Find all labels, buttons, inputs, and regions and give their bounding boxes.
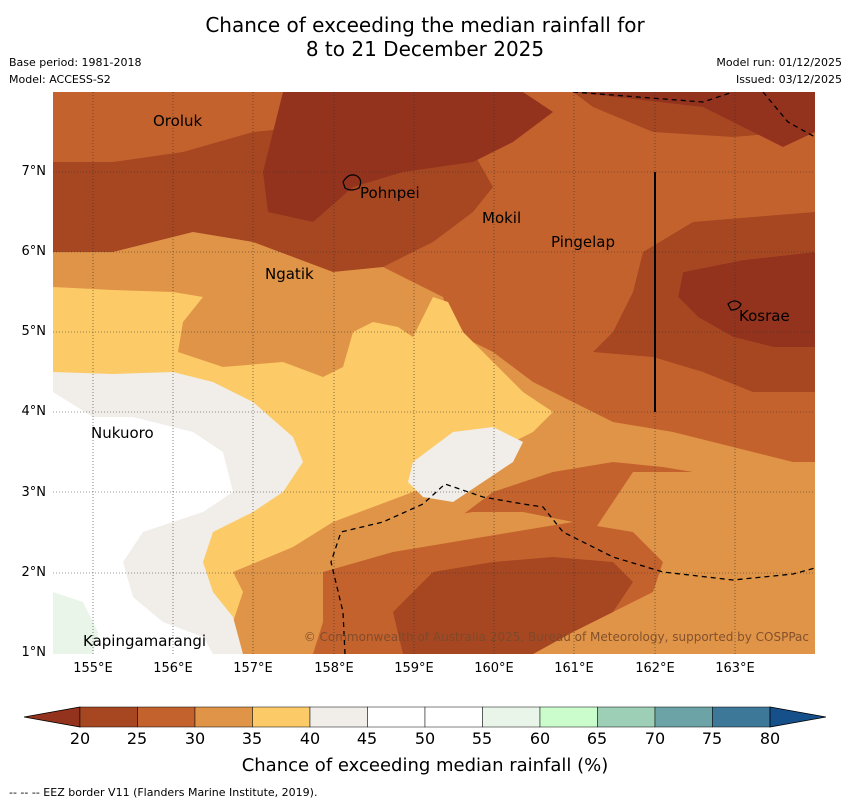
colorbar-tick: 25 xyxy=(126,729,148,748)
place-ngatik: Ngatik xyxy=(265,265,314,283)
place-nukuoro: Nukuoro xyxy=(91,424,154,442)
region-40-45-east xyxy=(408,427,523,502)
eez-border xyxy=(330,92,815,654)
colorbar-box xyxy=(539,706,598,728)
lat-tick: 7°N xyxy=(21,164,47,179)
colorbar-tick: 65 xyxy=(586,729,608,748)
place-oroluk: Oroluk xyxy=(153,112,203,130)
colorbar-box xyxy=(309,706,368,728)
lat-tick: 5°N xyxy=(21,324,47,339)
colorbar-box xyxy=(424,706,483,728)
lon-tick: 158°E xyxy=(314,661,354,676)
colorbar-tick: 80 xyxy=(759,729,781,748)
model-name: Model: ACCESS-S2 xyxy=(9,73,111,86)
colorbar-tick: 20 xyxy=(69,729,91,748)
lat-tick: 1°N xyxy=(21,645,47,660)
lon-tick: 159°E xyxy=(394,661,434,676)
colorbar-box xyxy=(367,706,426,728)
colorbar-tick: 70 xyxy=(644,729,666,748)
colorbar-tick: 35 xyxy=(241,729,263,748)
place-kapingamarangi: Kapingamarangi xyxy=(83,632,207,650)
place-pohnpei: Pohnpei xyxy=(360,184,420,202)
lon-tick: 162°E xyxy=(635,661,675,676)
place-kosrae: Kosrae xyxy=(739,307,790,325)
base-period: Base period: 1981-2018 xyxy=(9,56,142,69)
colorbar-tick: 60 xyxy=(529,729,551,748)
colorbar xyxy=(23,706,827,732)
region-20-25-north xyxy=(53,92,815,272)
colorbar-box xyxy=(252,706,311,728)
colorbar-svg xyxy=(23,706,827,728)
region-20-25-east xyxy=(593,212,815,392)
region-45-55 xyxy=(53,392,233,654)
colorbar-box xyxy=(597,706,656,728)
eez-footnote: -- -- -- EEZ border V11 (Flanders Marine… xyxy=(9,786,318,799)
lon-tick: 161°E xyxy=(554,661,594,676)
colorbar-box xyxy=(712,706,771,728)
title-line-2: 8 to 21 December 2025 xyxy=(305,37,545,61)
title-line-1: Chance of exceeding the median rainfall … xyxy=(205,13,645,37)
colorbar-tick: 75 xyxy=(701,729,723,748)
lon-tick: 160°E xyxy=(474,661,514,676)
map-canvas xyxy=(53,92,815,654)
colorbar-extend-low xyxy=(23,706,81,728)
place-mokil: Mokil xyxy=(482,209,522,227)
region-20-25-south xyxy=(393,557,633,654)
colorbar-box xyxy=(482,706,541,728)
lat-tick: 4°N xyxy=(21,404,47,419)
region-below-20-ne xyxy=(573,92,815,147)
lat-tick: 3°N xyxy=(21,485,47,500)
issued-date: Issued: 03/12/2025 xyxy=(735,73,842,86)
map-panel[interactable]: Oroluk Pohnpei Mokil Pingelap Ngatik Kos… xyxy=(53,92,815,654)
colorbar-box xyxy=(137,706,196,728)
colorbar-tick: 55 xyxy=(471,729,493,748)
lat-tick: 2°N xyxy=(21,565,47,580)
colorbar-tick: 40 xyxy=(299,729,321,748)
colorbar-extend-high xyxy=(769,706,827,728)
colorbar-label: Chance of exceeding median rainfall (%) xyxy=(241,755,609,776)
region-below-20-pohnpei xyxy=(263,92,553,222)
meta-right: Model run: 01/12/2025 Issued: 03/12/2025 xyxy=(716,54,842,88)
place-pingelap: Pingelap xyxy=(551,233,616,251)
kosrae-island xyxy=(727,300,742,311)
model-run: Model run: 01/12/2025 xyxy=(716,56,842,69)
colorbar-box xyxy=(194,706,253,728)
pohnpei-island xyxy=(342,174,362,191)
colorbar-box xyxy=(79,706,138,728)
colorbar-box xyxy=(654,706,713,728)
lon-tick: 156°E xyxy=(153,661,193,676)
lat-tick: 6°N xyxy=(21,244,47,259)
lon-tick: 163°E xyxy=(715,661,755,676)
meta-left: Base period: 1981-2018 Model: ACCESS-S2 xyxy=(9,54,141,88)
colorbar-tick: 45 xyxy=(356,729,378,748)
region-55-60 xyxy=(53,592,98,654)
region-below-20-kosrae xyxy=(678,252,815,347)
lon-tick: 155°E xyxy=(73,661,113,676)
colorbar-tick: 50 xyxy=(414,729,436,748)
copyright-notice: © Commonwealth of Australia 2025, Bureau… xyxy=(303,630,809,644)
colorbar-tick: 30 xyxy=(184,729,206,748)
chart-title: Chance of exceeding the median rainfall … xyxy=(0,13,850,61)
lon-tick: 157°E xyxy=(233,661,273,676)
